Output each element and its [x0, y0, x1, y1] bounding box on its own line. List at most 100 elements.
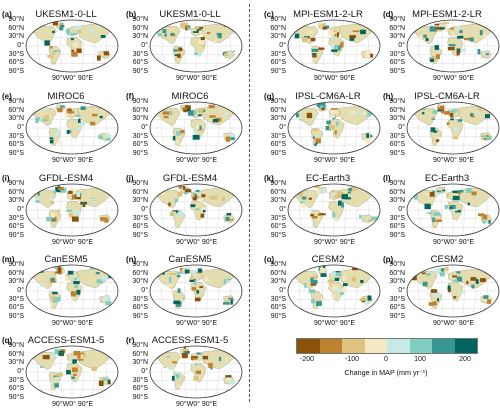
precip-change-cell — [163, 109, 167, 112]
precip-change-cell — [331, 271, 336, 276]
precip-change-cell — [70, 32, 77, 36]
precip-change-cell — [72, 367, 78, 373]
precip-change-cell — [177, 191, 183, 197]
precip-change-cell — [174, 54, 180, 56]
precip-change-cell — [334, 130, 337, 135]
precip-change-cell — [212, 119, 219, 123]
precip-change-cell — [232, 50, 236, 53]
precip-change-cell — [70, 294, 74, 300]
map-panel: (m) CanESM5 90°N 60°N 30°N 0° 30°S 60°S 90°S 90°W… — [0, 253, 120, 329]
precip-change-cell — [183, 191, 188, 195]
precip-change-cell — [434, 45, 439, 50]
map-outline — [287, 101, 381, 155]
precip-change-cell — [366, 111, 372, 117]
lat-tick-label: 60°N — [132, 188, 148, 196]
panel-title: IPSL-CM6A-LR — [414, 91, 480, 102]
precip-change-cell — [315, 138, 321, 144]
colorbar-swatch — [454, 339, 477, 353]
precip-change-cell — [54, 141, 61, 144]
map-panel: (k) EC-Earth3 90°N 60°N 30°N 0° 30°S 60°S 90°S 90… — [262, 172, 382, 248]
precip-change-cell — [35, 197, 40, 201]
panel-label: (d) — [383, 10, 394, 19]
colorbar — [296, 338, 478, 354]
precip-change-cell — [316, 300, 322, 303]
precip-change-cell — [42, 118, 49, 122]
precip-change-cell — [169, 110, 173, 116]
map-panel: (j) GFDL-ESM4 90°N 60°N 30°N 0° 30°S 60°S 90°S 90… — [124, 172, 244, 248]
precip-change-cell — [183, 185, 186, 190]
precip-change-cell — [437, 104, 441, 107]
precip-change-cell — [50, 201, 55, 205]
lat-tick-label: 90°S — [389, 150, 405, 157]
precip-change-cell — [175, 139, 179, 144]
precip-change-cell — [195, 370, 201, 375]
lat-tick-label: 60°N — [270, 24, 286, 32]
precip-change-cell — [370, 135, 373, 137]
precip-change-cell — [57, 267, 62, 273]
precip-change-cell — [230, 133, 236, 138]
lon-tick-labels: 90°W0° 90°E — [52, 239, 94, 246]
lat-tick-label: 90°N — [8, 16, 24, 23]
precip-change-cell — [444, 111, 451, 115]
precip-change-cell — [349, 185, 357, 192]
lon-tick-labels: 90°W0° 90°E — [433, 157, 475, 164]
panel-title: GFDL-ESM4 — [162, 173, 218, 184]
lat-tick-label: 30°S — [8, 214, 24, 222]
precip-change-cell — [51, 303, 54, 307]
precip-change-cell — [311, 129, 318, 131]
precip-change-cell — [92, 113, 98, 117]
map-panel: (b) UKESM1-0-LL 90°N 60°N 30°N 0° 30°S 60°S 90°S… — [124, 8, 244, 84]
precip-change-cell — [80, 106, 86, 110]
panel-label: (k) — [264, 174, 274, 183]
precip-change-cell — [319, 109, 322, 112]
precip-change-cell — [76, 48, 82, 54]
precip-change-cell — [433, 226, 437, 229]
lat-tick-label: 30°N — [389, 115, 405, 123]
precip-change-cell — [69, 360, 72, 363]
lat-tick-label: 90°N — [8, 98, 24, 105]
precip-change-cell — [336, 191, 344, 196]
precip-change-cell — [189, 276, 194, 280]
precip-change-cell — [177, 145, 183, 147]
lat-tick-label: 0° — [17, 42, 24, 49]
lat-tick-label: 90°S — [8, 313, 24, 320]
precip-change-cell — [191, 287, 197, 291]
precip-change-cell — [331, 192, 334, 196]
precip-change-cell — [192, 134, 200, 140]
lat-tick-label: 0° — [141, 206, 148, 213]
precip-change-cell — [310, 277, 314, 282]
graticule-line — [310, 20, 316, 72]
precip-change-cell — [314, 143, 317, 146]
precip-change-cell — [180, 129, 185, 134]
map-outline — [149, 345, 243, 399]
precip-change-cell — [225, 216, 230, 221]
colorbar-swatch — [342, 339, 365, 353]
lon-tick-labels: 90°W0° 90°E — [314, 75, 356, 82]
precip-change-cell — [302, 37, 308, 43]
continent-namerica — [32, 26, 57, 45]
precip-change-cell — [332, 212, 336, 218]
precip-change-cell — [200, 198, 203, 202]
graticule-line — [310, 184, 316, 236]
world-map — [25, 19, 119, 73]
precip-change-cell — [67, 111, 75, 114]
precip-change-cell — [172, 136, 176, 141]
graticule-line — [172, 102, 178, 154]
precip-change-cell — [64, 113, 69, 118]
precip-change-cell — [204, 278, 209, 282]
lat-tick-label: 60°S — [270, 59, 286, 67]
lat-tick-label: 30°S — [132, 50, 148, 58]
world-map — [406, 264, 500, 318]
precip-change-cell — [312, 54, 317, 58]
precip-change-cell — [448, 44, 456, 47]
precip-change-cell — [360, 29, 366, 35]
lat-tick-label: 0° — [398, 287, 405, 294]
precip-change-cell — [488, 296, 494, 300]
continent-namerica — [413, 108, 438, 127]
precip-change-cell — [477, 49, 481, 55]
precip-change-cell — [185, 25, 190, 28]
precip-change-cell — [224, 53, 230, 56]
lat-tick-label: 0° — [17, 206, 24, 213]
panel-title: MIROC6 — [47, 91, 85, 102]
graticule-line — [343, 20, 346, 72]
